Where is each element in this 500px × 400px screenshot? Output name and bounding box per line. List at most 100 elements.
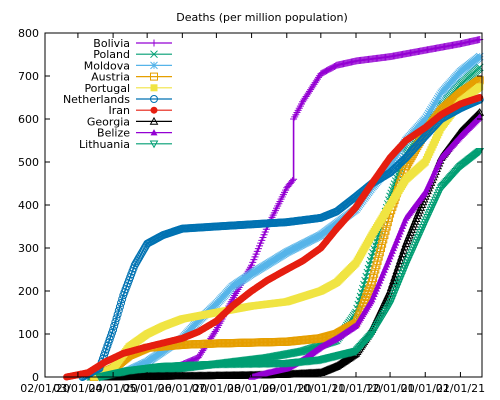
data-point-netherlands [137, 249, 146, 258]
legend-item-netherlands: Netherlands [63, 93, 172, 106]
legend-label: Bolivia [93, 37, 130, 50]
data-point-austria [371, 265, 380, 274]
y-tick-label: 800 [18, 27, 39, 40]
data-point-austria [379, 235, 388, 244]
data-point-austria [376, 244, 385, 252]
data-point-iran [476, 94, 484, 101]
data-point-moldova [388, 158, 397, 167]
y-tick-label: 0 [32, 371, 39, 384]
data-point-moldova [475, 52, 484, 61]
legend-item-poland: Poland [93, 48, 172, 61]
data-point-bolivia [288, 177, 296, 185]
legend-marker [149, 140, 159, 149]
x-tick-label: 06/01/20 [158, 382, 207, 395]
legend-label: Lithuania [79, 138, 130, 151]
data-point-netherlands [110, 321, 119, 330]
data-point-netherlands [115, 302, 124, 311]
data-point-austria [374, 252, 383, 261]
y-tick-label: 100 [18, 328, 39, 341]
data-point-moldova [387, 160, 396, 169]
legend-item-portugal: Portugal [84, 82, 172, 95]
data-point-netherlands [113, 310, 122, 319]
y-tick-label: 500 [18, 156, 39, 169]
data-point-austria [372, 261, 381, 270]
x-tick-label: 08/01/20 [227, 382, 276, 395]
data-point-moldova [427, 105, 435, 114]
legend-label: Belize [97, 127, 130, 140]
data-point-moldova [386, 162, 394, 171]
data-point-bolivia [211, 327, 219, 335]
chart-title: Deaths (per million population) [176, 11, 348, 24]
legend-label: Austria [91, 71, 130, 84]
legend-item-georgia: Georgia [87, 115, 172, 128]
y-tick-label: 400 [18, 199, 39, 212]
legend-marker [150, 129, 158, 136]
y-tick-label: 700 [18, 70, 39, 83]
legend-marker [150, 39, 158, 47]
data-point-netherlands [134, 255, 143, 264]
legend-marker [150, 50, 158, 59]
data-point-lithuania [475, 147, 485, 156]
series-iran [63, 94, 484, 381]
data-point-austria [365, 284, 374, 293]
data-point-netherlands [112, 314, 121, 323]
legend-label: Iran [109, 104, 131, 117]
data-point-belize [476, 113, 484, 120]
data-point-austria [381, 226, 390, 235]
legend-label: Poland [93, 48, 130, 61]
x-tick-label: 11/01/20 [331, 382, 380, 395]
data-point-moldova [429, 102, 438, 110]
legend-marker [150, 72, 158, 81]
x-tick-label: 04/01/20 [88, 382, 137, 395]
data-point-moldova [423, 111, 432, 120]
data-point-bolivia [290, 175, 298, 183]
data-point-austria [370, 269, 379, 278]
data-point-moldova [430, 100, 439, 109]
legend-marker [150, 95, 158, 103]
legend-item-belize: Belize [97, 127, 172, 140]
data-point-netherlands [139, 245, 148, 254]
data-point-moldova [433, 94, 442, 103]
data-point-portugal [476, 83, 484, 91]
data-point-austria [382, 222, 391, 231]
y-tick-label: 200 [18, 285, 39, 298]
legend-item-lithuania: Lithuania [79, 138, 172, 151]
x-tick-label: 07/01/20 [192, 382, 241, 395]
data-point-austria [378, 239, 387, 248]
data-point-netherlands [111, 318, 120, 327]
data-point-netherlands [114, 306, 123, 315]
legend-item-moldova: Moldova [84, 59, 172, 72]
data-point-netherlands [130, 261, 139, 270]
data-point-moldova [425, 107, 434, 116]
x-tick-label: 09/01/20 [262, 382, 311, 395]
x-tick-label: 12/01/20 [365, 382, 414, 395]
data-point-netherlands [109, 325, 118, 334]
legend-marker [149, 116, 159, 125]
data-point-austria [367, 278, 376, 287]
data-point-moldova [390, 155, 399, 163]
legend-item-austria: Austria [91, 71, 172, 84]
legend-label: Portugal [84, 82, 130, 95]
x-tick-label: 02/01/21 [436, 382, 485, 395]
data-point-moldova [422, 113, 431, 122]
data-point-austria [380, 231, 389, 240]
data-point-netherlands [118, 295, 127, 304]
data-point-netherlands [135, 253, 144, 262]
data-point-austria [361, 295, 370, 304]
data-point-moldova [436, 91, 444, 99]
data-point-moldova [431, 98, 440, 107]
data-point-austria [375, 248, 384, 257]
data-point-austria [363, 290, 372, 299]
x-tick-label: 05/01/20 [122, 382, 171, 395]
legend-item-iran: Iran [109, 104, 172, 117]
data-point-moldova [424, 109, 433, 118]
legend-marker [150, 84, 158, 92]
data-point-moldova [435, 93, 443, 101]
legend-item-bolivia: Bolivia [93, 37, 172, 50]
data-point-netherlands [117, 298, 126, 307]
data-point-netherlands [136, 251, 145, 260]
x-tick-label: 03/01/20 [53, 382, 102, 395]
legend-label: Moldova [84, 59, 130, 72]
data-point-moldova [389, 156, 398, 165]
